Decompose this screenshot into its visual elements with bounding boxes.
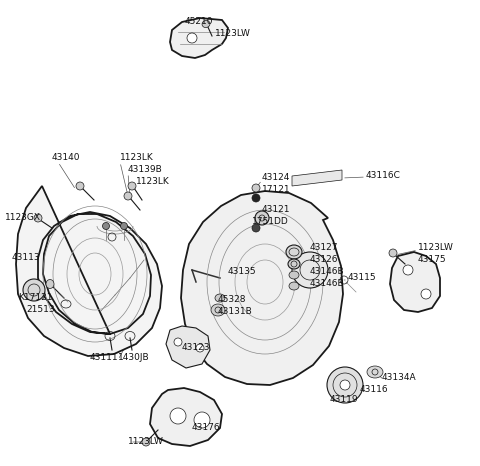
Ellipse shape bbox=[289, 282, 299, 290]
Ellipse shape bbox=[202, 21, 210, 27]
Ellipse shape bbox=[124, 192, 132, 200]
Text: 43121: 43121 bbox=[262, 206, 290, 214]
Ellipse shape bbox=[174, 338, 182, 346]
Ellipse shape bbox=[252, 184, 260, 192]
Text: 43146B: 43146B bbox=[310, 280, 345, 288]
Polygon shape bbox=[181, 191, 343, 385]
Text: 43139B: 43139B bbox=[128, 165, 163, 174]
Ellipse shape bbox=[76, 182, 84, 190]
Text: 1123LW: 1123LW bbox=[418, 244, 454, 253]
Ellipse shape bbox=[289, 271, 299, 279]
Text: 43115: 43115 bbox=[348, 274, 377, 282]
Ellipse shape bbox=[389, 249, 397, 257]
Ellipse shape bbox=[187, 33, 197, 43]
Text: 43116C: 43116C bbox=[366, 171, 401, 179]
Ellipse shape bbox=[292, 252, 328, 288]
Text: 43135: 43135 bbox=[228, 267, 257, 276]
Ellipse shape bbox=[252, 224, 260, 232]
Text: 17121: 17121 bbox=[262, 185, 290, 194]
Text: 43140: 43140 bbox=[52, 153, 81, 163]
Ellipse shape bbox=[142, 438, 150, 446]
Ellipse shape bbox=[255, 211, 269, 225]
Polygon shape bbox=[292, 170, 342, 186]
Text: 43126: 43126 bbox=[310, 255, 338, 265]
Ellipse shape bbox=[215, 294, 225, 302]
Text: 43111: 43111 bbox=[90, 354, 119, 363]
Text: K17121: K17121 bbox=[18, 294, 52, 302]
Ellipse shape bbox=[34, 214, 42, 222]
Ellipse shape bbox=[23, 279, 45, 301]
Ellipse shape bbox=[211, 304, 225, 316]
Text: 1123LK: 1123LK bbox=[120, 153, 154, 163]
Text: 1123LK: 1123LK bbox=[136, 178, 170, 186]
Ellipse shape bbox=[421, 289, 431, 299]
Polygon shape bbox=[390, 252, 440, 312]
Text: 1123LW: 1123LW bbox=[215, 29, 251, 39]
Ellipse shape bbox=[288, 259, 300, 269]
Ellipse shape bbox=[103, 222, 109, 229]
Ellipse shape bbox=[120, 222, 128, 229]
Text: 1123LW: 1123LW bbox=[128, 438, 164, 446]
Ellipse shape bbox=[286, 245, 302, 259]
Text: 1430JB: 1430JB bbox=[118, 354, 150, 363]
Text: 43131B: 43131B bbox=[218, 308, 253, 316]
Text: 43124: 43124 bbox=[262, 173, 290, 183]
Text: 43175: 43175 bbox=[418, 255, 446, 265]
Text: 43119: 43119 bbox=[330, 396, 359, 404]
Text: 1123GX: 1123GX bbox=[5, 213, 41, 222]
Ellipse shape bbox=[170, 408, 186, 424]
Polygon shape bbox=[170, 18, 228, 58]
Polygon shape bbox=[150, 388, 222, 446]
Ellipse shape bbox=[252, 194, 260, 202]
Ellipse shape bbox=[327, 367, 363, 403]
Text: 21513: 21513 bbox=[26, 306, 55, 315]
Text: 43127: 43127 bbox=[310, 244, 338, 253]
Text: 43113: 43113 bbox=[12, 254, 41, 262]
Text: 45210: 45210 bbox=[185, 18, 214, 27]
Text: 43123: 43123 bbox=[182, 343, 211, 352]
Ellipse shape bbox=[128, 182, 136, 190]
Polygon shape bbox=[166, 326, 210, 368]
Ellipse shape bbox=[194, 412, 210, 428]
Ellipse shape bbox=[46, 280, 54, 288]
Ellipse shape bbox=[196, 344, 204, 352]
Ellipse shape bbox=[403, 265, 413, 275]
Text: 45328: 45328 bbox=[218, 295, 247, 304]
Text: 43116: 43116 bbox=[360, 385, 389, 395]
Text: 43134A: 43134A bbox=[382, 374, 417, 383]
Text: 43146B: 43146B bbox=[310, 267, 345, 276]
Ellipse shape bbox=[340, 380, 350, 390]
Text: 43176: 43176 bbox=[192, 424, 221, 432]
Polygon shape bbox=[16, 186, 162, 356]
Ellipse shape bbox=[367, 366, 383, 378]
Text: 1751DD: 1751DD bbox=[252, 218, 289, 226]
